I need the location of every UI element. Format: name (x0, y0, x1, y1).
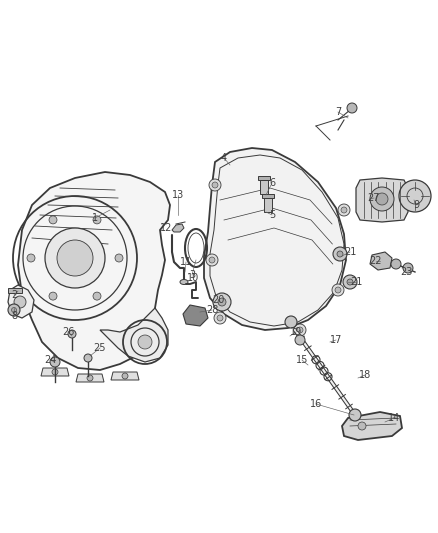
Polygon shape (262, 194, 274, 198)
Circle shape (337, 251, 343, 257)
Circle shape (49, 216, 57, 224)
Circle shape (49, 292, 57, 300)
Text: 16: 16 (310, 399, 322, 409)
Circle shape (391, 259, 401, 269)
Circle shape (347, 103, 357, 113)
Text: 25: 25 (94, 343, 106, 353)
Circle shape (370, 187, 394, 211)
Circle shape (341, 207, 347, 213)
Text: 7: 7 (335, 107, 341, 117)
Polygon shape (100, 308, 168, 362)
Text: 28: 28 (206, 305, 218, 315)
Polygon shape (260, 180, 268, 194)
Polygon shape (342, 412, 402, 440)
Text: 6: 6 (269, 178, 275, 188)
Polygon shape (18, 172, 170, 370)
Text: 19: 19 (290, 327, 302, 337)
Text: 20: 20 (212, 295, 224, 305)
Circle shape (294, 324, 306, 336)
Text: 23: 23 (400, 267, 412, 277)
Polygon shape (41, 368, 69, 376)
Circle shape (209, 179, 221, 191)
Text: 8: 8 (11, 311, 17, 321)
Text: 15: 15 (296, 355, 308, 365)
Polygon shape (183, 305, 208, 326)
Text: 2: 2 (11, 290, 17, 300)
Circle shape (27, 254, 35, 262)
Text: 18: 18 (359, 370, 371, 380)
Circle shape (218, 298, 226, 306)
Circle shape (57, 240, 93, 276)
Text: 9: 9 (413, 200, 419, 210)
Circle shape (115, 254, 123, 262)
Circle shape (206, 254, 218, 266)
Circle shape (399, 180, 431, 212)
Circle shape (349, 409, 361, 421)
Circle shape (343, 275, 357, 289)
Polygon shape (172, 224, 184, 232)
Circle shape (45, 228, 105, 288)
Circle shape (338, 204, 350, 216)
Circle shape (84, 354, 92, 362)
Text: 24: 24 (44, 355, 56, 365)
Circle shape (14, 296, 26, 308)
Text: 13: 13 (172, 190, 184, 200)
Circle shape (347, 279, 353, 285)
Text: 26: 26 (62, 327, 74, 337)
Circle shape (68, 330, 76, 338)
Circle shape (138, 335, 152, 349)
Circle shape (376, 193, 388, 205)
Circle shape (11, 308, 17, 312)
Text: 12: 12 (160, 223, 172, 233)
Polygon shape (8, 285, 34, 318)
Circle shape (52, 369, 58, 375)
Text: 11: 11 (180, 257, 192, 267)
Polygon shape (356, 178, 408, 222)
Bar (8, 288, 22, 293)
Circle shape (93, 292, 101, 300)
Circle shape (295, 335, 305, 345)
Circle shape (87, 375, 93, 381)
Circle shape (8, 304, 20, 316)
Circle shape (297, 327, 303, 333)
Circle shape (213, 293, 231, 311)
Circle shape (403, 263, 413, 273)
Text: 1: 1 (92, 213, 98, 223)
Circle shape (214, 312, 226, 324)
Circle shape (333, 247, 347, 261)
Polygon shape (111, 372, 139, 380)
Polygon shape (370, 252, 392, 270)
Circle shape (358, 422, 366, 430)
Circle shape (332, 284, 344, 296)
Text: 21: 21 (344, 247, 356, 257)
Text: 14: 14 (388, 413, 400, 423)
Text: 21: 21 (350, 277, 362, 287)
Circle shape (212, 182, 218, 188)
Circle shape (217, 315, 223, 321)
Circle shape (209, 257, 215, 263)
Circle shape (335, 287, 341, 293)
Ellipse shape (180, 279, 188, 285)
Text: 22: 22 (370, 256, 382, 266)
Text: 27: 27 (368, 193, 380, 203)
Polygon shape (258, 176, 270, 180)
Circle shape (285, 316, 297, 328)
Text: 4: 4 (221, 153, 227, 163)
Text: 5: 5 (269, 210, 275, 220)
Polygon shape (76, 374, 104, 382)
Text: 10: 10 (187, 273, 199, 283)
Polygon shape (204, 148, 346, 330)
Circle shape (122, 373, 128, 379)
Circle shape (50, 357, 60, 367)
Text: 3: 3 (189, 270, 195, 280)
Text: 17: 17 (330, 335, 342, 345)
Polygon shape (264, 198, 272, 212)
Circle shape (93, 216, 101, 224)
